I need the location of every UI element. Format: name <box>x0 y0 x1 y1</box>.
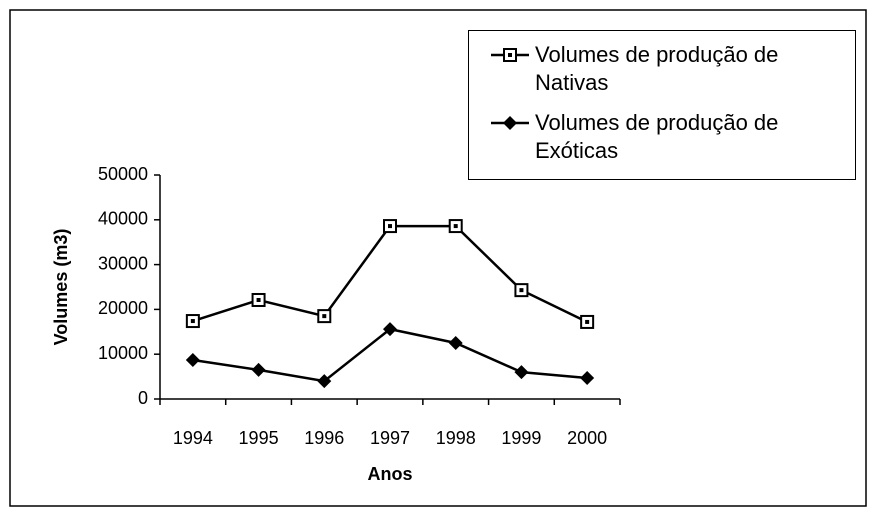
chart-frame <box>9 9 867 507</box>
y-axis-label: Volumes (m3) <box>51 229 71 346</box>
legend-label: Volumes de produção de Nativas <box>535 42 779 95</box>
marker <box>185 353 200 368</box>
marker-dot <box>256 297 261 302</box>
marker <box>317 309 332 324</box>
x-tick-label: 1999 <box>501 428 541 448</box>
y-tick-label: 10000 <box>98 343 148 363</box>
marker <box>383 219 397 234</box>
legend-swatch <box>491 48 529 62</box>
marker-dot <box>322 314 327 319</box>
y-tick-label: 40000 <box>98 209 148 229</box>
x-tick-label: 2000 <box>567 428 607 448</box>
marker <box>448 219 463 234</box>
marker <box>514 283 529 298</box>
x-tick-label: 1996 <box>304 428 344 448</box>
legend-swatch <box>491 116 529 130</box>
legend-entry: Volumes de produção de Exóticas <box>489 109 825 165</box>
x-tick-label: 1997 <box>370 428 410 448</box>
marker <box>251 292 266 307</box>
x-tick-label: 1994 <box>173 428 213 448</box>
x-tick-label: 1995 <box>239 428 279 448</box>
marker-dot <box>519 288 524 293</box>
legend-label: Volumes de produção de Exóticas <box>535 110 779 163</box>
marker <box>185 314 200 329</box>
marker-dot <box>190 319 195 324</box>
marker-dot <box>388 224 392 229</box>
series-line <box>192 327 588 383</box>
y-tick-label: 20000 <box>98 298 148 318</box>
x-tick-label: 1998 <box>436 428 476 448</box>
legend-entry: Volumes de produção de Nativas <box>489 41 825 97</box>
marker <box>317 374 332 389</box>
marker-dot <box>508 53 512 57</box>
marker <box>503 48 517 62</box>
marker <box>580 314 595 329</box>
marker <box>503 116 517 130</box>
y-tick-label: 30000 <box>98 253 148 273</box>
marker <box>448 336 463 350</box>
y-tick-label: 0 <box>138 388 148 408</box>
y-tick-label: 50000 <box>98 164 148 184</box>
marker <box>514 365 529 380</box>
series-line <box>192 224 588 324</box>
marker <box>383 322 397 337</box>
x-axis-label: Anos <box>368 464 413 484</box>
marker <box>580 370 595 385</box>
marker <box>251 362 266 377</box>
marker-dot <box>585 319 590 324</box>
legend: Volumes de produção de Nativas Volumes de… <box>468 30 856 180</box>
marker-dot <box>453 224 458 229</box>
